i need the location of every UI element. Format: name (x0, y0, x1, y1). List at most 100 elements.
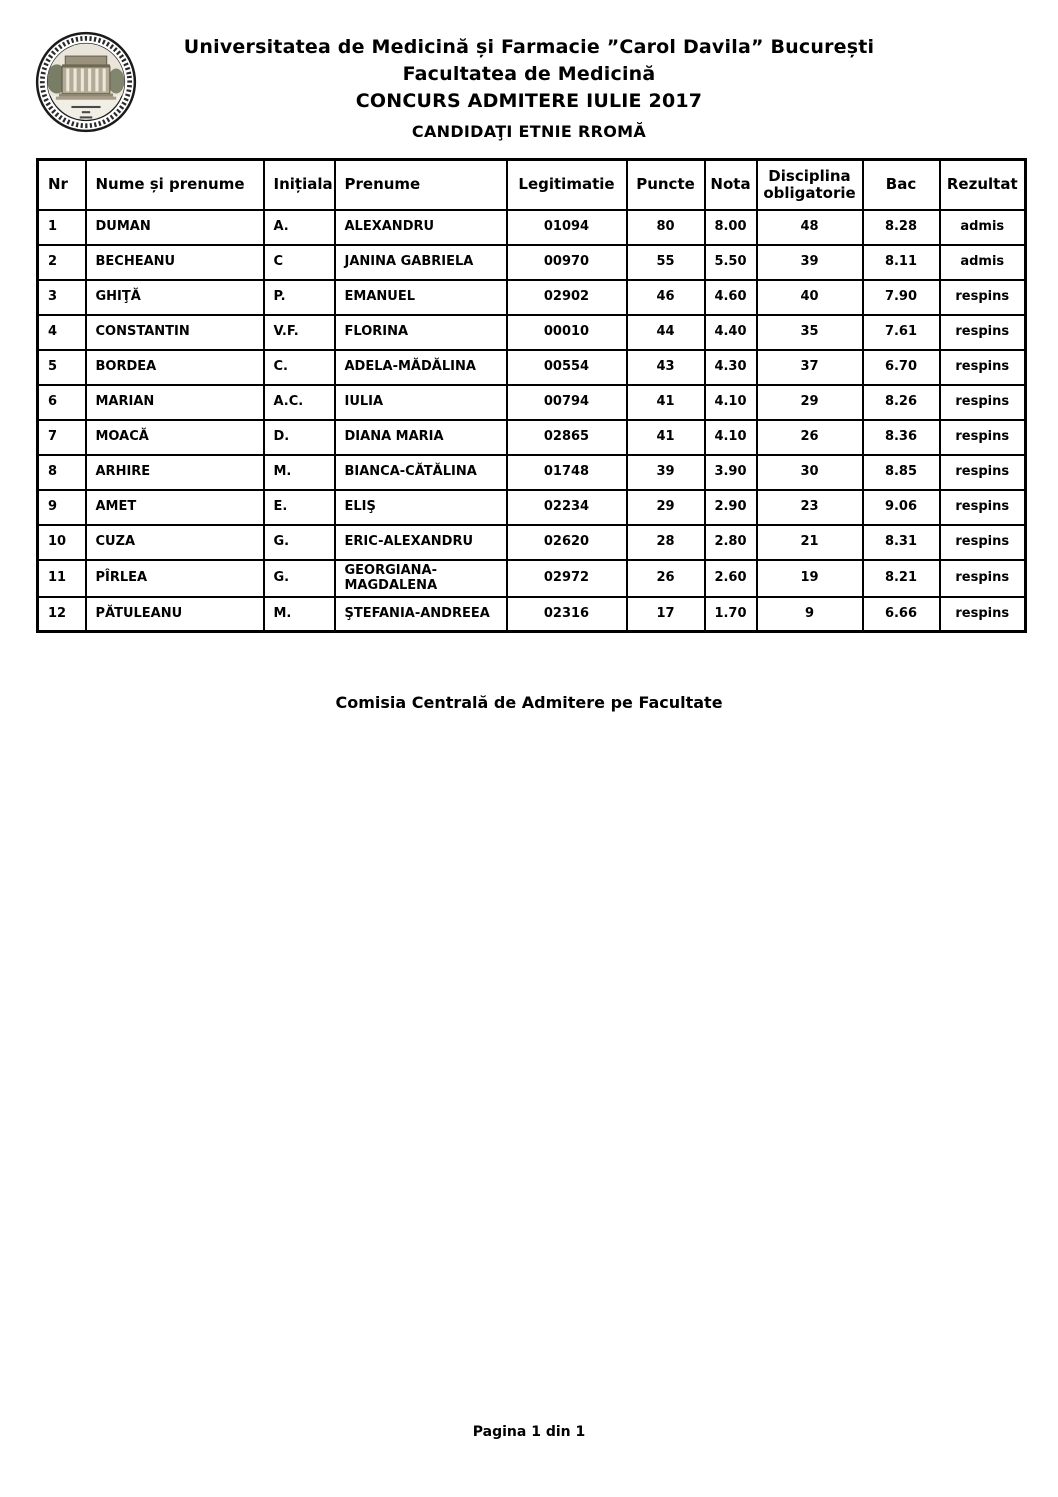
cell-nr: 5 (36, 348, 87, 386)
list-subtitle: CANDIDAŢI ETNIE RROMĂ (411, 122, 647, 141)
cell-bac: 8.31 (861, 523, 941, 561)
cell-puncte: 44 (625, 313, 706, 351)
cell-rezultat: admis (938, 208, 1027, 246)
column-header-nota: Nota (703, 158, 758, 211)
cell-prenume: EMANUEL (333, 278, 508, 316)
column-header-disciplina: Disciplina obligatorie (755, 158, 864, 211)
cell-nota: 4.40 (703, 313, 758, 351)
cell-legitimatie: 02902 (505, 278, 628, 316)
cell-puncte: 39 (625, 453, 706, 491)
cell-legitimatie: 00970 (505, 243, 628, 281)
cell-prenume: FLORINA (333, 313, 508, 351)
cell-nota: 1.70 (703, 595, 758, 633)
cell-initiala: E. (262, 488, 336, 526)
table-row: 12 PĂTULEANU M. ŞTEFANIA-ANDREEA 02316 17 1.70… (36, 595, 1027, 633)
table-row: 10 CUZA G. ERIC-ALEXANDRU 02620 28 2.80 21 8.31 r… (36, 523, 1027, 561)
cell-bac: 6.66 (861, 595, 941, 633)
cell-disciplina: 39 (755, 243, 864, 281)
cell-initiala: D. (262, 418, 336, 456)
cell-puncte: 29 (625, 488, 706, 526)
cell-bac: 8.28 (861, 208, 941, 246)
cell-disciplina: 29 (755, 383, 864, 421)
cell-nr: 2 (36, 243, 87, 281)
cell-legitimatie: 01748 (505, 453, 628, 491)
cell-nota: 4.10 (703, 418, 758, 456)
table-row: 6 MARIAN A.C. IULIA 00794 41 4.10 29 8.26 respins (36, 383, 1027, 421)
cell-nota: 2.60 (703, 558, 758, 598)
column-header-puncte: Puncte (625, 158, 706, 211)
cell-puncte: 28 (625, 523, 706, 561)
cell-rezultat: respins (938, 418, 1027, 456)
cell-nota: 3.90 (703, 453, 758, 491)
cell-rezultat: respins (938, 313, 1027, 351)
table-row: 11 PÎRLEA G. GEORGIANA- MAGDALENA 02972 26 2.6… (36, 558, 1027, 598)
column-header-initiala: Inițiala (262, 158, 336, 211)
cell-bac: 8.26 (861, 383, 941, 421)
cell-bac: 7.61 (861, 313, 941, 351)
table-row: 5 BORDEA C. ADELA-MĂDĂLINA 00554 43 4.30 37 6.70… (36, 348, 1027, 386)
table-head: Nr Nume și prenume Inițiala Prenume Legitima… (36, 158, 1027, 211)
cell-nume: DUMAN (84, 208, 265, 246)
cell-nume: CUZA (84, 523, 265, 561)
table-row: 2 BECHEANU C JANINA GABRIELA 00970 55 5.50 39 8.… (36, 243, 1027, 281)
cell-prenume: DIANA MARIA (333, 418, 508, 456)
cell-disciplina: 23 (755, 488, 864, 526)
cell-nume: BECHEANU (84, 243, 265, 281)
table-row: 3 GHIŢĂ P. EMANUEL 02902 46 4.60 40 7.90 respins (36, 278, 1027, 316)
cell-rezultat: respins (938, 383, 1027, 421)
table-row: 1 DUMAN A. ALEXANDRU 01094 80 8.00 48 8.28 admis (36, 208, 1027, 246)
cell-nota: 8.00 (703, 208, 758, 246)
cell-prenume: IULIA (333, 383, 508, 421)
cell-initiala: C. (262, 348, 336, 386)
cell-nr: 10 (36, 523, 87, 561)
column-header-rezultat: Rezultat (938, 158, 1027, 211)
cell-nota: 4.60 (703, 278, 758, 316)
cell-disciplina: 40 (755, 278, 864, 316)
cell-nume: MOACĂ (84, 418, 265, 456)
cell-nume: CONSTANTIN (84, 313, 265, 351)
cell-initiala: P. (262, 278, 336, 316)
cell-nota: 4.30 (703, 348, 758, 386)
cell-rezultat: respins (938, 595, 1027, 633)
committee-signature: Comisia Centrală de Admitere pe Facultat… (335, 693, 723, 712)
cell-prenume: ŞTEFANIA-ANDREEA (333, 595, 508, 633)
cell-prenume: ALEXANDRU (333, 208, 508, 246)
cell-legitimatie: 02865 (505, 418, 628, 456)
column-header-prenume: Prenume (333, 158, 508, 211)
document-header: Universitatea de Medicină și Farmacie ”C… (0, 34, 1058, 141)
candidates-table: Nr Nume și prenume Inițiala Prenume Legitima… (36, 158, 1027, 634)
cell-rezultat: respins (938, 558, 1027, 598)
cell-legitimatie: 00554 (505, 348, 628, 386)
cell-nume: PÎRLEA (84, 558, 265, 598)
cell-puncte: 41 (625, 383, 706, 421)
cell-initiala: A. (262, 208, 336, 246)
cell-puncte: 41 (625, 418, 706, 456)
cell-nr: 6 (36, 383, 87, 421)
cell-puncte: 80 (625, 208, 706, 246)
cell-prenume: ERIC-ALEXANDRU (333, 523, 508, 561)
cell-rezultat: respins (938, 523, 1027, 561)
cell-disciplina: 9 (755, 595, 864, 633)
cell-nota: 5.50 (703, 243, 758, 281)
cell-rezultat: respins (938, 488, 1027, 526)
cell-initiala: G. (262, 523, 336, 561)
cell-disciplina: 26 (755, 418, 864, 456)
cell-prenume: BIANCA-CĂTĂLINA (333, 453, 508, 491)
cell-nume: PĂTULEANU (84, 595, 265, 633)
cell-nota: 2.80 (703, 523, 758, 561)
cell-initiala: M. (262, 595, 336, 633)
cell-bac: 9.06 (861, 488, 941, 526)
cell-prenume: GEORGIANA- MAGDALENA (333, 558, 508, 598)
cell-bac: 8.11 (861, 243, 941, 281)
cell-legitimatie: 02234 (505, 488, 628, 526)
cell-nota: 4.10 (703, 383, 758, 421)
table-row: 9 AMET E. ELIŞ 02234 29 2.90 23 9.06 respins (36, 488, 1027, 526)
cell-bac: 6.70 (861, 348, 941, 386)
cell-nr: 11 (36, 558, 87, 598)
cell-nume: AMET (84, 488, 265, 526)
cell-initiala: V.F. (262, 313, 336, 351)
cell-bac: 8.21 (861, 558, 941, 598)
cell-rezultat: respins (938, 453, 1027, 491)
table-row: 8 ARHIRE M. BIANCA-CĂTĂLINA 01748 39 3.90 30 8.8… (36, 453, 1027, 491)
